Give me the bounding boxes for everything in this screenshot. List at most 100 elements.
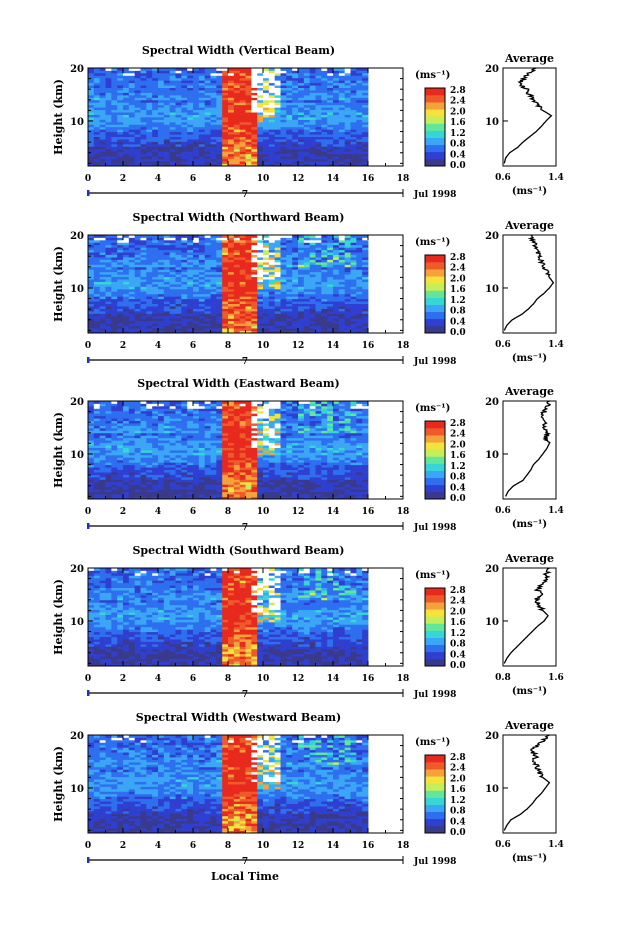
heatmap-cell [129,267,135,270]
heatmap-cell [263,78,269,81]
heatmap-cell [211,93,217,96]
heatmap-cell [240,311,246,314]
heatmap-cell [117,132,123,135]
heatmap-cell [106,151,112,154]
heatmap-cell [111,316,117,319]
heatmap-cell [362,482,368,485]
heatmap-cell [135,455,141,458]
heatmap-cell [94,326,100,329]
heatmap-cell [281,95,287,98]
heatmap-cell [327,284,333,287]
heatmap-cell [205,316,211,319]
heatmap-cell [88,262,94,265]
heatmap-cell [88,105,94,108]
heatmap-cell [117,75,123,78]
heatmap-cell [240,272,246,275]
heatmap-cell [129,137,135,140]
heatmap-cell [129,240,135,243]
heatmap-cell [211,460,217,463]
heatmap-cell [345,457,351,460]
heatmap-cell [228,78,234,81]
heatmap-cell [123,465,129,468]
heatmap-cell [117,102,123,105]
heatmap-cell [205,260,211,263]
heatmap-cell [176,257,182,260]
heatmap-cell [257,112,263,115]
heatmap-cell [275,151,281,154]
heatmap-cell [345,139,351,142]
heatmap-cell [106,455,112,458]
heatmap-cell [117,115,123,118]
heatmap-cell [263,462,269,465]
heatmap-cell [316,291,322,294]
heatmap-cell [216,479,222,482]
heatmap-cell [123,73,129,76]
heatmap-cell [88,301,94,304]
heatmap-cell [316,475,322,478]
heatmap-cell [181,100,187,103]
heatmap-cell [88,465,94,468]
heatmap-cell [146,85,152,88]
heatmap-cell [222,462,228,465]
heatmap-cell [321,115,327,118]
heatmap-cell [187,129,193,132]
heatmap-cell [345,93,351,96]
heatmap-cell [316,245,322,248]
heatmap-cell [199,78,205,81]
heatmap-cell [281,274,287,277]
heatmap-cell [281,470,287,473]
heatmap-cell [129,110,135,113]
heatmap-cell [356,304,362,307]
heatmap-cell [164,80,170,83]
heatmap-cell [181,484,187,487]
heatmap-cell [298,110,304,113]
heatmap-cell [304,304,310,307]
heatmap-cell [310,328,316,331]
heatmap-cell [117,309,123,312]
heatmap-cell [240,294,246,297]
heatmap-cell [111,73,117,76]
heatmap-cell [170,452,176,455]
heatmap-cell [281,465,287,468]
heatmap-cell [286,279,292,282]
heatmap-cell [193,117,199,120]
heatmap-cell [251,452,257,455]
heatmap-cell [123,88,129,91]
heatmap-cell [117,450,123,453]
heatmap-cell [88,252,94,255]
heatmap-cell [199,328,205,331]
heatmap-cell [141,149,147,152]
heatmap-cell [345,328,351,331]
heatmap-cell [351,90,357,93]
heatmap-cell [275,472,281,475]
heatmap-cell [222,455,228,458]
heatmap-cell [158,457,164,460]
heatmap-cell [257,105,263,108]
heatmap-cell [170,100,176,103]
heatmap-cell [94,294,100,297]
heatmap-cell [106,470,112,473]
heatmap-cell [240,159,246,162]
heatmap-cell [111,237,117,240]
heatmap-cell [269,462,275,465]
heatmap-cell [234,301,240,304]
heatmap-cell [106,277,112,280]
heatmap-cell [362,90,368,93]
heatmap-cell [88,242,94,245]
heatmap-cell [298,102,304,105]
heatmap-cell [275,286,281,289]
heatmap-cell [100,142,106,145]
heatmap-cell [333,489,339,492]
heatmap-cell [257,306,263,309]
heatmap-cell [111,80,117,83]
heatmap-cell [170,326,176,329]
heatmap-cell [304,477,310,480]
heatmap-cell [240,455,246,458]
heatmap-cell [222,247,228,250]
heatmap-cell [298,90,304,93]
heatmap-cell [327,304,333,307]
heatmap-cell [251,328,257,331]
heatmap-cell [240,286,246,289]
heatmap-cell [117,477,123,480]
heatmap-cell [275,465,281,468]
